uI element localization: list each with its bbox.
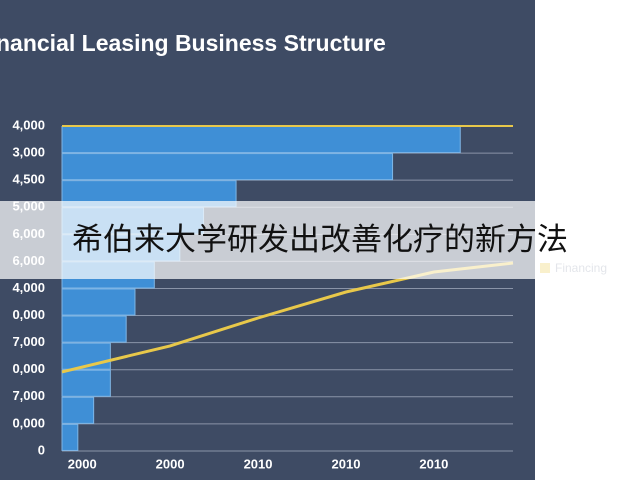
y-tick-label: 7,000 (12, 334, 45, 349)
y-tick-label: 7,000 (12, 388, 45, 403)
x-tick-label: 2010 (244, 456, 273, 471)
y-tick-label: 4,500 (12, 172, 45, 187)
bar (61, 153, 394, 181)
y-tick-label: 0,000 (12, 307, 45, 322)
bar (61, 423, 79, 451)
y-tick-label: 4,000 (12, 280, 45, 295)
x-tick-label: 2000 (68, 456, 97, 471)
bar (61, 396, 95, 424)
bar (61, 315, 127, 343)
y-tick-label: 0,000 (12, 361, 45, 376)
x-tick-label: 2000 (156, 456, 185, 471)
y-tick-label: 4,000 (12, 117, 45, 132)
x-tick-label: 2010 (332, 456, 361, 471)
chart-title: nancial Leasing Business Structure (0, 30, 386, 56)
y-tick-label: 0,000 (12, 415, 45, 430)
caption: 希伯来大学研发出改善化疗的新方法 (72, 222, 568, 257)
bar (61, 288, 136, 316)
y-tick-label: 0 (38, 442, 45, 457)
y-tick-label: 3,000 (12, 145, 45, 160)
x-tick-label: 2010 (419, 456, 448, 471)
caption-banner (0, 201, 640, 279)
bar (61, 126, 461, 154)
bar (61, 369, 111, 397)
